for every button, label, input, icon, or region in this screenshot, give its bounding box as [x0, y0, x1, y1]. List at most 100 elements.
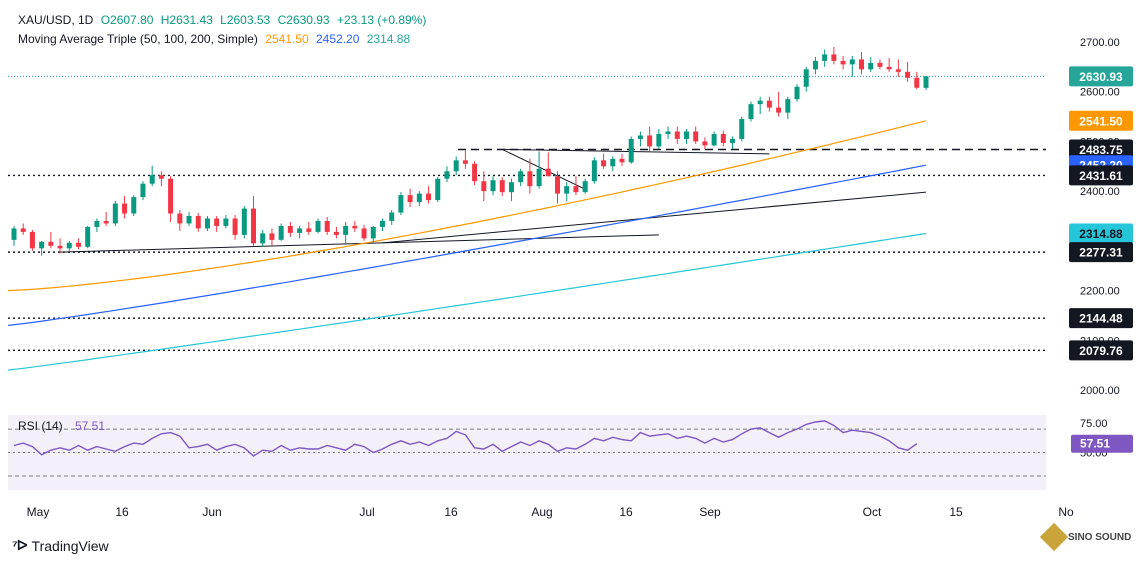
trendline — [502, 148, 770, 155]
candle — [665, 126, 671, 139]
candle-body — [75, 242, 81, 247]
symbol-label[interactable]: XAU/USD, 1D — [18, 13, 94, 27]
candle — [131, 195, 137, 216]
candle — [905, 61, 911, 82]
candle — [140, 181, 146, 201]
candle — [674, 126, 680, 144]
candle — [877, 59, 883, 70]
candle — [232, 215, 238, 240]
candle-body — [324, 220, 330, 232]
price-tag-text: 2277.31 — [1079, 246, 1123, 260]
candle — [499, 177, 505, 197]
candle — [490, 176, 496, 196]
ma200-value: 2314.88 — [366, 32, 411, 46]
x-tick-label: Jun — [202, 505, 221, 519]
y-tick-label: 2600.00 — [1080, 87, 1120, 99]
candle-body — [333, 231, 339, 235]
tradingview-brand[interactable]: ⁷ᐅ TradingView — [12, 537, 109, 554]
candle — [739, 116, 745, 142]
candle-body — [20, 228, 26, 232]
candle-body — [140, 183, 146, 198]
candle-body — [48, 241, 54, 246]
ma-label[interactable]: Moving Average Triple (50, 100, 200, Sim… — [18, 32, 258, 46]
candle — [822, 49, 828, 67]
ma-line-100 — [7, 164, 927, 326]
ma50-value: 2541.50 — [265, 32, 309, 46]
candle — [407, 188, 413, 208]
candle-body — [370, 226, 376, 239]
candle — [508, 178, 514, 202]
candle — [29, 229, 35, 251]
candle-body — [628, 138, 634, 163]
candle-body — [287, 225, 293, 233]
candle-body — [343, 225, 349, 235]
candle — [278, 223, 284, 241]
candle — [361, 224, 367, 241]
price-tag: 2277.31 — [1069, 242, 1133, 263]
candle-body — [426, 193, 432, 201]
y-tick-label: 2000.00 — [1080, 385, 1120, 397]
ma-line-200 — [7, 232, 927, 371]
x-tick-label: 15 — [949, 505, 963, 519]
candle-body — [748, 104, 754, 120]
candle-body — [683, 131, 689, 139]
candle — [628, 136, 634, 164]
price-tag-box — [1069, 340, 1133, 361]
candle-body — [610, 158, 616, 167]
candle-body — [29, 231, 35, 249]
candle-body — [214, 218, 220, 226]
candle — [601, 153, 607, 169]
candle-body — [877, 62, 883, 67]
x-tick-label: Oct — [863, 505, 882, 519]
candle-body — [923, 76, 929, 88]
y-tick-label: 2200.00 — [1080, 286, 1120, 298]
candle — [48, 231, 54, 249]
ma-line-50 — [7, 120, 927, 292]
price-tag-text: 2483.75 — [1079, 143, 1123, 157]
candle — [582, 178, 588, 194]
candle-body — [564, 186, 570, 194]
candle — [453, 156, 459, 176]
open-value: O2607.80 — [100, 13, 154, 27]
trendline — [502, 148, 586, 190]
candle-body — [278, 225, 284, 240]
candle — [859, 51, 865, 75]
candle-body — [508, 182, 514, 193]
candle-body — [407, 195, 413, 203]
candle — [776, 91, 782, 117]
candle — [168, 176, 174, 222]
price-tag-text: 2630.93 — [1079, 70, 1123, 84]
candle-body — [490, 180, 496, 192]
candle — [269, 228, 275, 246]
candle — [324, 216, 330, 235]
candle-body — [315, 220, 321, 232]
candle — [287, 221, 293, 237]
tradingview-logo-icon: ⁷ᐅ — [12, 537, 28, 553]
price-tag-box — [1069, 66, 1133, 87]
candle-body — [306, 228, 312, 232]
candle — [149, 165, 155, 187]
candle — [527, 158, 533, 194]
price-tag-text: 2431.61 — [1079, 169, 1123, 183]
candle — [849, 55, 855, 77]
candle-body — [389, 212, 395, 221]
candle — [923, 76, 929, 90]
candle — [204, 216, 210, 231]
candle — [444, 166, 450, 183]
candle-body — [195, 216, 201, 229]
candle — [398, 192, 404, 216]
ma-legend: Moving Average Triple (50, 100, 200, Sim… — [18, 32, 414, 46]
rsi-tick-label: 75.00 — [1080, 418, 1108, 430]
candle — [158, 171, 164, 187]
candle-body — [361, 228, 367, 239]
candle — [573, 176, 579, 196]
candle-body — [379, 220, 385, 227]
candle-body — [149, 175, 155, 184]
candle-body — [822, 54, 828, 61]
candle — [379, 218, 385, 231]
candle — [472, 161, 478, 186]
x-tick-label: 16 — [115, 505, 129, 519]
candle-body — [122, 203, 128, 214]
